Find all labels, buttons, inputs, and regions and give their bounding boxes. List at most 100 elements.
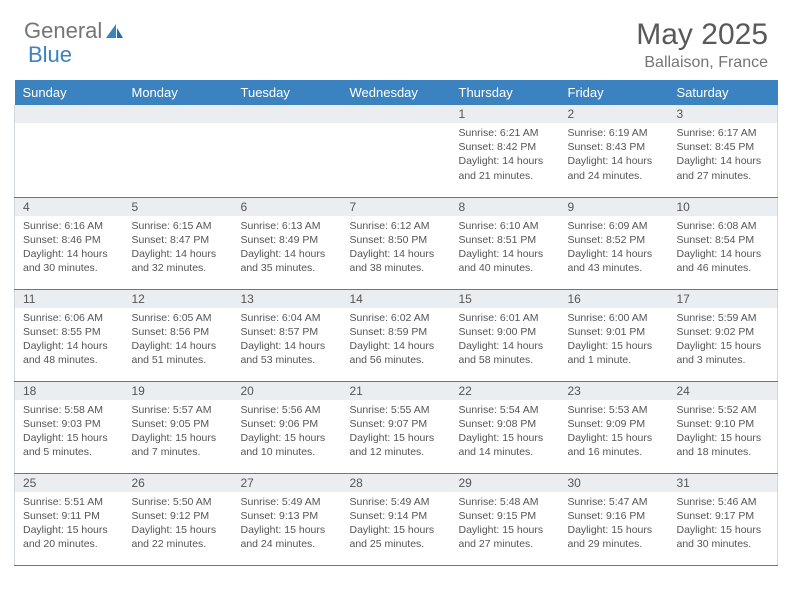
calendar-day-cell: 17Sunrise: 5:59 AMSunset: 9:02 PMDayligh… <box>669 289 778 381</box>
day-data-line: and 32 minutes. <box>132 261 225 275</box>
day-data-line: Daylight: 14 hours <box>23 247 116 261</box>
calendar-day-cell: 11Sunrise: 6:06 AMSunset: 8:55 PMDayligh… <box>15 289 124 381</box>
day-data-line: Sunset: 9:13 PM <box>241 509 334 523</box>
logo-word1: General <box>24 18 102 44</box>
logo-word2: Blue <box>28 42 72 68</box>
day-data: Sunrise: 6:06 AMSunset: 8:55 PMDaylight:… <box>15 308 124 374</box>
day-data-line: Daylight: 15 hours <box>568 523 661 537</box>
day-data <box>124 123 233 183</box>
day-data-line: Daylight: 15 hours <box>241 523 334 537</box>
location-label: Ballaison, France <box>636 54 768 72</box>
day-data-line: Sunset: 9:10 PM <box>677 417 770 431</box>
day-number: 1 <box>451 105 560 123</box>
day-data: Sunrise: 5:56 AMSunset: 9:06 PMDaylight:… <box>233 400 342 466</box>
day-number: 15 <box>451 290 560 308</box>
day-data: Sunrise: 5:49 AMSunset: 9:13 PMDaylight:… <box>233 492 342 558</box>
day-data-line: Sunrise: 5:52 AM <box>677 403 770 417</box>
day-data: Sunrise: 5:53 AMSunset: 9:09 PMDaylight:… <box>560 400 669 466</box>
day-data-line: Sunrise: 6:19 AM <box>568 126 661 140</box>
day-data-line: Sunrise: 6:08 AM <box>677 219 770 233</box>
day-data-line: Sunrise: 6:00 AM <box>568 311 661 325</box>
day-data-line: Sunrise: 5:56 AM <box>241 403 334 417</box>
day-data-line: and 53 minutes. <box>241 353 334 367</box>
day-data <box>15 123 124 183</box>
day-data-line: Sunset: 8:46 PM <box>23 233 116 247</box>
day-data-line: Sunrise: 5:50 AM <box>132 495 225 509</box>
day-data-line: and 7 minutes. <box>132 445 225 459</box>
day-data-line: and 24 minutes. <box>568 169 661 183</box>
weekday-header: Tuesday <box>233 80 342 105</box>
day-number: 21 <box>342 382 451 400</box>
day-data-line: Daylight: 14 hours <box>459 247 552 261</box>
day-data-line: Sunrise: 6:15 AM <box>132 219 225 233</box>
day-number: 4 <box>15 198 124 216</box>
day-data-line: and 10 minutes. <box>241 445 334 459</box>
header: General May 2025 Ballaison, France <box>0 0 792 80</box>
day-data-line: and 38 minutes. <box>350 261 443 275</box>
day-number: 29 <box>451 474 560 492</box>
day-data-line: Daylight: 14 hours <box>677 154 770 168</box>
title-block: May 2025 Ballaison, France <box>636 18 768 72</box>
day-data-line: Sunset: 8:52 PM <box>568 233 661 247</box>
day-number: 30 <box>560 474 669 492</box>
day-data: Sunrise: 5:54 AMSunset: 9:08 PMDaylight:… <box>451 400 560 466</box>
day-data-line: Sunset: 9:12 PM <box>132 509 225 523</box>
day-data-line: and 20 minutes. <box>23 537 116 551</box>
day-data-line: Sunrise: 6:16 AM <box>23 219 116 233</box>
calendar-week-row: 4Sunrise: 6:16 AMSunset: 8:46 PMDaylight… <box>15 197 778 289</box>
day-data-line: Sunrise: 6:04 AM <box>241 311 334 325</box>
day-data-line: and 16 minutes. <box>568 445 661 459</box>
calendar: SundayMondayTuesdayWednesdayThursdayFrid… <box>0 80 792 566</box>
calendar-day-cell: 29Sunrise: 5:48 AMSunset: 9:15 PMDayligh… <box>451 473 560 565</box>
day-data: Sunrise: 6:01 AMSunset: 9:00 PMDaylight:… <box>451 308 560 374</box>
day-number: 28 <box>342 474 451 492</box>
day-data: Sunrise: 6:19 AMSunset: 8:43 PMDaylight:… <box>560 123 669 189</box>
day-data-line: Sunrise: 5:59 AM <box>677 311 770 325</box>
day-data: Sunrise: 6:05 AMSunset: 8:56 PMDaylight:… <box>124 308 233 374</box>
day-data: Sunrise: 5:52 AMSunset: 9:10 PMDaylight:… <box>669 400 778 466</box>
day-number: 26 <box>124 474 233 492</box>
calendar-day-cell: 24Sunrise: 5:52 AMSunset: 9:10 PMDayligh… <box>669 381 778 473</box>
day-data-line: Sunset: 9:05 PM <box>132 417 225 431</box>
day-data-line: Sunrise: 5:55 AM <box>350 403 443 417</box>
day-data-line: Sunrise: 6:09 AM <box>568 219 661 233</box>
day-data-line: Sunset: 9:08 PM <box>459 417 552 431</box>
day-data-line: Daylight: 14 hours <box>132 247 225 261</box>
day-number: 18 <box>15 382 124 400</box>
day-data: Sunrise: 5:48 AMSunset: 9:15 PMDaylight:… <box>451 492 560 558</box>
calendar-day-cell: 4 Sunrise: 6:16 AMSunset: 8:46 PMDaylight… <box>15 197 124 289</box>
day-data: Sunrise: 6:09 AMSunset: 8:52 PMDaylight:… <box>560 216 669 282</box>
day-data-line: and 43 minutes. <box>568 261 661 275</box>
day-data-line: Sunset: 9:03 PM <box>23 417 116 431</box>
calendar-week-row: 1Sunrise: 6:21 AMSunset: 8:42 PMDaylight… <box>15 105 778 197</box>
day-data-line: Sunrise: 5:46 AM <box>677 495 770 509</box>
day-data-line: and 22 minutes. <box>132 537 225 551</box>
calendar-day-cell: 14Sunrise: 6:02 AMSunset: 8:59 PMDayligh… <box>342 289 451 381</box>
day-number: 5 <box>124 198 233 216</box>
day-number <box>233 105 342 123</box>
day-data-line: and 12 minutes. <box>350 445 443 459</box>
day-data-line: Sunrise: 6:12 AM <box>350 219 443 233</box>
day-data-line: Daylight: 15 hours <box>350 523 443 537</box>
day-data-line: Daylight: 14 hours <box>568 154 661 168</box>
day-data: Sunrise: 6:02 AMSunset: 8:59 PMDaylight:… <box>342 308 451 374</box>
calendar-table: SundayMondayTuesdayWednesdayThursdayFrid… <box>14 80 778 566</box>
day-data-line: Sunrise: 6:05 AM <box>132 311 225 325</box>
day-data-line: Sunrise: 6:02 AM <box>350 311 443 325</box>
day-data-line: Sunrise: 6:17 AM <box>677 126 770 140</box>
day-data-line: Sunset: 8:42 PM <box>459 140 552 154</box>
day-data-line: and 3 minutes. <box>677 353 770 367</box>
day-number: 6 <box>233 198 342 216</box>
day-data-line: Daylight: 14 hours <box>459 339 552 353</box>
day-data-line: Sunrise: 5:53 AM <box>568 403 661 417</box>
day-number: 7 <box>342 198 451 216</box>
day-data-line: and 14 minutes. <box>459 445 552 459</box>
day-data-line: Sunrise: 6:10 AM <box>459 219 552 233</box>
day-data-line: Sunset: 8:54 PM <box>677 233 770 247</box>
day-data-line: Daylight: 14 hours <box>459 154 552 168</box>
day-data-line: Sunrise: 5:49 AM <box>241 495 334 509</box>
calendar-day-cell: 23Sunrise: 5:53 AMSunset: 9:09 PMDayligh… <box>560 381 669 473</box>
day-data-line: Daylight: 15 hours <box>132 431 225 445</box>
day-data-line: and 18 minutes. <box>677 445 770 459</box>
calendar-day-cell: 6Sunrise: 6:13 AMSunset: 8:49 PMDaylight… <box>233 197 342 289</box>
